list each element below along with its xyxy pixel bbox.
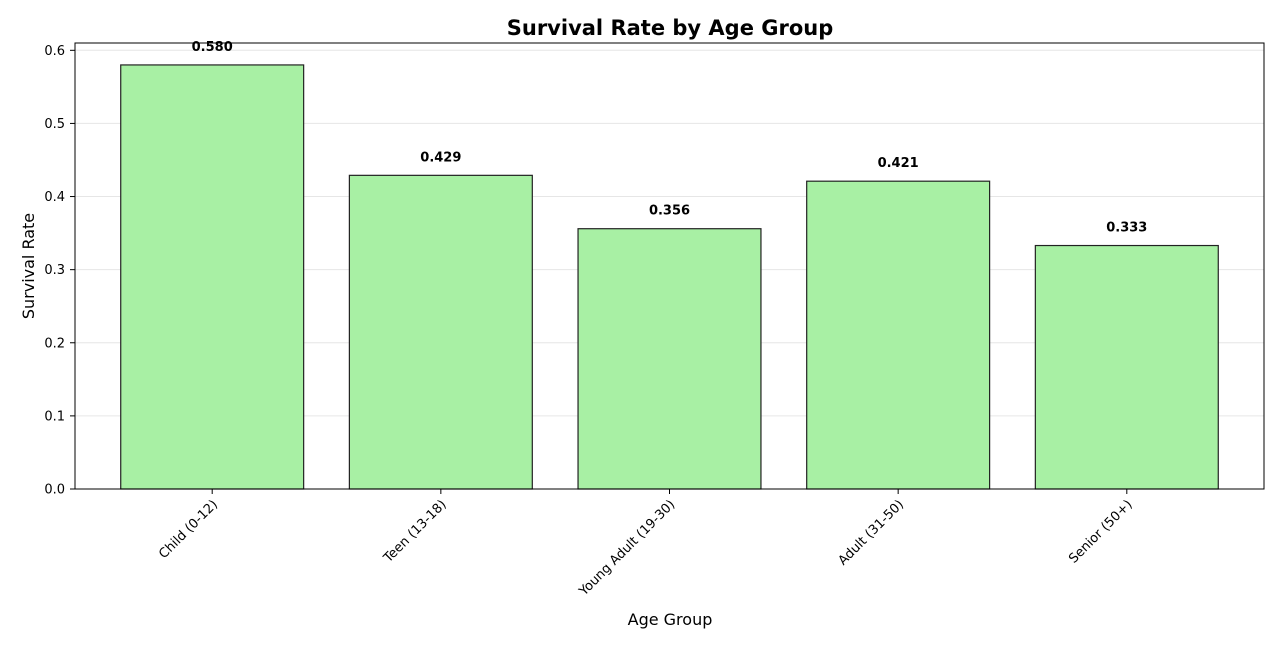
y-axis-ticks: 0.0 0.1 0.2 0.3 0.4 0.5 0.6 xyxy=(44,44,75,498)
y-tick-label: 0.1 xyxy=(44,409,65,424)
bar xyxy=(806,180,991,490)
y-tick-label: 0.0 xyxy=(44,483,65,498)
data-labels: 0.580 0.429 0.356 0.421 0.333 xyxy=(192,40,1148,236)
x-tick-label: Senior (50+) xyxy=(1066,497,1135,566)
x-tick-label: Child (0-12) xyxy=(156,497,221,562)
x-axis-ticks: Child (0-12) Teen (13-18) Young Adult (19-… xyxy=(156,489,1136,600)
data-label: 0.580 xyxy=(192,40,233,55)
chart-title: Survival Rate by Age Group xyxy=(507,16,834,40)
y-tick-label: 0.4 xyxy=(44,190,65,205)
y-tick-label: 0.5 xyxy=(44,117,65,132)
data-label: 0.333 xyxy=(1106,221,1147,236)
data-label: 0.421 xyxy=(878,156,919,171)
x-tick-label: Adult (31-50) xyxy=(836,497,907,568)
y-tick-label: 0.6 xyxy=(44,44,65,59)
y-tick-label: 0.2 xyxy=(44,336,65,351)
y-tick-label: 0.3 xyxy=(44,263,65,278)
x-axis-label: Age Group xyxy=(628,610,713,629)
data-label: 0.429 xyxy=(420,150,461,165)
bar xyxy=(120,64,305,490)
y-axis-label: Survival Rate xyxy=(19,213,38,319)
x-tick-label: Young Adult (19-30) xyxy=(576,497,678,599)
bar xyxy=(1034,244,1219,490)
bar xyxy=(577,228,762,490)
bars xyxy=(120,64,1219,490)
data-label: 0.356 xyxy=(649,204,690,219)
x-tick-label: Teen (13-18) xyxy=(380,497,449,566)
bar xyxy=(348,174,533,490)
